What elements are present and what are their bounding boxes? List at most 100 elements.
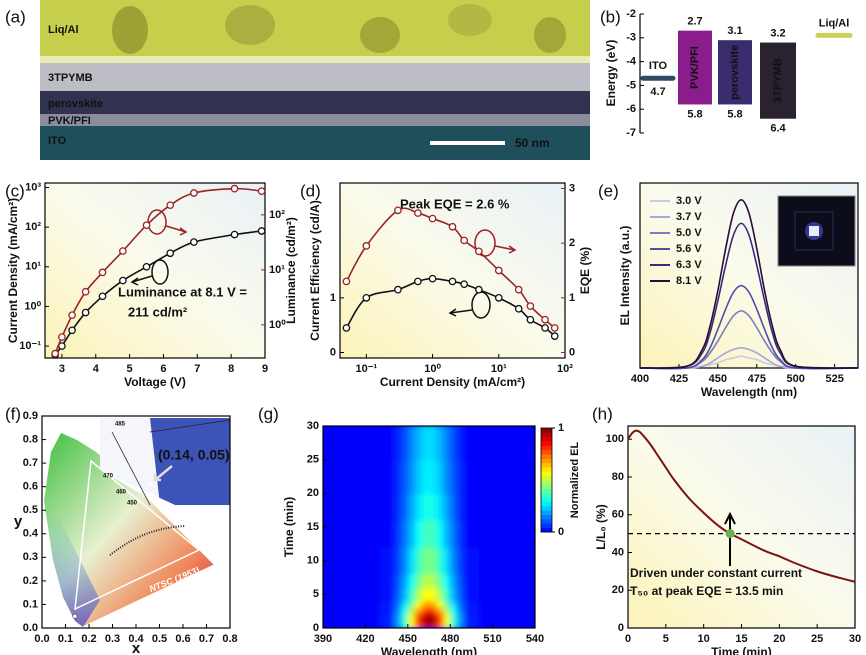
x-tick-label: 10⁻¹ <box>355 363 377 375</box>
y-tick-label: 0.5 <box>23 504 38 516</box>
heatmap-cell <box>457 574 465 589</box>
heatmap-cell <box>450 607 458 616</box>
x-tick-label: 390 <box>314 633 332 645</box>
level-label: 3.2 <box>770 27 785 39</box>
heatmap-cell <box>429 621 437 628</box>
panel-label: (d) <box>300 181 321 200</box>
heatmap-cell <box>421 520 430 548</box>
heatmap-cell <box>421 547 430 575</box>
heatmap-cell <box>429 587 437 602</box>
heatmap-cell <box>457 601 465 609</box>
heatmap-cell <box>443 601 451 609</box>
heatmap-cell <box>379 621 395 628</box>
level-label: 6.4 <box>770 123 786 135</box>
y2-tick-label: 1 <box>569 292 575 304</box>
y-axis-label: L/L₀ (%) <box>594 504 608 549</box>
x-tick-label: 0 <box>625 633 631 645</box>
x-tick-label: 0.3 <box>105 633 120 645</box>
y-tick-label: 0 <box>330 346 336 358</box>
colorbar-segment <box>541 514 552 520</box>
colorbar-segment <box>541 436 552 442</box>
colorbar-segment <box>541 428 552 433</box>
heatmap-cell <box>400 459 409 494</box>
heatmap-cell <box>450 621 458 628</box>
data-line <box>639 347 859 369</box>
heatmap-cell <box>393 587 402 602</box>
annotation: 450 <box>127 501 138 507</box>
colorbar-frame <box>540 427 553 533</box>
legend-label: 8.1 V <box>676 275 702 287</box>
legend-label: 5.6 V <box>676 243 702 255</box>
heatmap-cell <box>464 426 479 461</box>
bar-label: PVK/PFI <box>689 46 701 89</box>
data-line <box>639 199 859 370</box>
y2-tick-label: 2 <box>569 237 575 249</box>
colorbar-segment <box>541 523 552 529</box>
heatmap-cell <box>436 614 444 622</box>
heatmap-cell <box>443 520 451 548</box>
y2-axis-label: EQE (%) <box>578 247 592 294</box>
heatmap-cell <box>443 621 451 628</box>
level-label: 5.8 <box>687 108 702 120</box>
x-tick-label: 30 <box>849 633 861 645</box>
y-tick-label: 0 <box>313 622 319 634</box>
y-tick-label: 0.3 <box>23 551 38 563</box>
heatmap-cell <box>457 547 465 575</box>
heatmap-cell <box>450 601 458 609</box>
heatmap-cell <box>414 607 423 616</box>
y-tick-label: 20 <box>612 584 624 596</box>
y-tick-label: 0.4 <box>23 528 39 540</box>
data-point <box>494 266 503 275</box>
x-tick-label: 25 <box>811 633 823 645</box>
data-point <box>526 315 535 324</box>
x-axis-label: Current Density (mA/cm²) <box>380 375 525 389</box>
y-tick-label: 0.6 <box>23 481 38 493</box>
heatmap-cell <box>429 520 437 548</box>
colorbar-segment <box>541 432 552 438</box>
heatmap <box>323 426 535 628</box>
data-point <box>541 324 549 332</box>
heatmap-cell <box>379 607 395 616</box>
data-point <box>81 308 90 317</box>
annotation: 470 <box>103 474 114 480</box>
data-point <box>98 292 107 301</box>
heatmap-cell <box>393 614 402 622</box>
heatmap-cell <box>400 614 409 622</box>
heatmap-cell <box>421 426 430 461</box>
heatmap-cell <box>464 547 479 575</box>
bar-label: perovskite <box>729 45 741 100</box>
heatmap-cell <box>457 607 465 616</box>
heatmap-cell <box>429 607 437 616</box>
y-tick-label: 15 <box>307 521 319 533</box>
scale-bar-label: 50 nm <box>515 136 550 150</box>
data-point <box>166 201 175 210</box>
heatmap-cell <box>450 426 458 461</box>
legend-label: 6.3 V <box>676 259 702 271</box>
x-tick-label: 0.4 <box>128 633 144 645</box>
heatmap-cell <box>429 614 437 622</box>
heatmap-cell <box>379 426 395 461</box>
heatmap-cell <box>436 493 444 521</box>
heatmap-cell <box>379 587 395 602</box>
panel-label: (e) <box>598 181 619 200</box>
heatmap-cell <box>421 574 430 589</box>
heatmap-cell <box>414 574 423 589</box>
y-tick-label: -6 <box>626 103 636 115</box>
device-photo <box>777 195 856 267</box>
data-point <box>68 311 76 320</box>
colorbar-tick-label: 1 <box>558 422 564 434</box>
x-tick-label: 450 <box>399 633 417 645</box>
x-tick-label: 15 <box>735 633 747 645</box>
annotation: T₅₀ at peak EQE = 13.5 min <box>630 584 783 598</box>
x-tick-label: 10¹ <box>491 363 507 375</box>
x-tick-label: 400 <box>631 373 649 385</box>
heatmap-cell <box>414 601 423 609</box>
x-tick-label: 10 <box>698 633 710 645</box>
heatmap-cell <box>414 587 423 602</box>
heatmap-cell <box>407 621 416 628</box>
colorbar-segment <box>541 484 552 490</box>
data-point <box>68 326 76 335</box>
colorbar-segment <box>541 501 552 507</box>
x-axis-label: Time (min) <box>711 645 771 655</box>
y-tick-label: -4 <box>626 56 637 68</box>
